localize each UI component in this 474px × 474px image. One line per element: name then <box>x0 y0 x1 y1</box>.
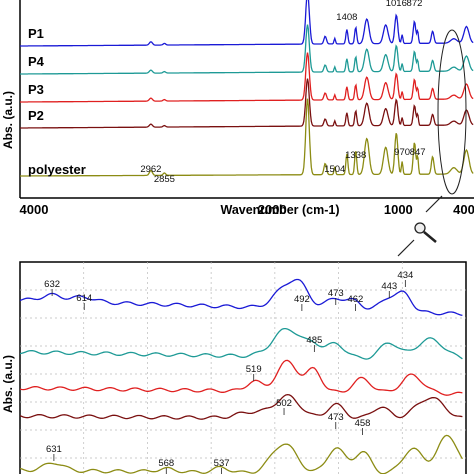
top-series-P2 <box>20 78 474 129</box>
magnifier-handle-icon <box>423 231 437 243</box>
bottom-peak-label: 492 <box>294 294 310 305</box>
bottom-series-P3 <box>19 359 463 396</box>
bottom-peak-label: 473 <box>328 412 344 423</box>
top-x-tick-label: 4000 <box>20 202 49 217</box>
bottom-peak-label: 458 <box>355 418 371 429</box>
top-x-tick-label: 1000 <box>384 202 413 217</box>
top-y-axis-label: Abs. (a.u.) <box>1 91 15 149</box>
bottom-peak-label: 568 <box>158 458 174 469</box>
bottom-peak-label: 473 <box>328 288 344 299</box>
top-peak-label: 1504 <box>324 164 345 175</box>
top-series-label-polyester: polyester <box>28 162 86 177</box>
top-series-polyester <box>20 98 474 177</box>
top-peak-label: 1408 <box>336 12 357 23</box>
bottom-peak-label: 502 <box>276 398 292 409</box>
top-peak-label: 970 <box>394 147 410 158</box>
top-peak-label: 847 <box>410 147 426 158</box>
bottom-peak-label: 631 <box>46 444 62 455</box>
bottom-series-polyester <box>19 434 463 474</box>
bottom-frame <box>19 261 467 474</box>
bottom-peak-label: 519 <box>246 364 262 375</box>
bottom-peak-label: 614 <box>76 293 92 304</box>
highlight-ellipse <box>437 29 467 195</box>
bottom-peak-label: 537 <box>214 458 230 469</box>
top-series-P4 <box>20 24 474 75</box>
bottom-peak-label: 485 <box>306 335 322 346</box>
top-series-P1 <box>20 0 474 47</box>
bottom-series-P1 <box>19 278 463 317</box>
zoom-arrow-line <box>425 195 443 213</box>
top-peak-label: 1016 <box>386 0 407 9</box>
top-peak-label: 872 <box>407 0 423 9</box>
top-peak-label: 2962 <box>140 164 161 175</box>
top-series-label-P2: P2 <box>28 108 44 123</box>
bottom-series-P2 <box>19 393 463 420</box>
top-peak-label: 1338 <box>345 150 366 161</box>
zoom-arrow-line-2 <box>397 239 415 257</box>
top-series-label-P1: P1 <box>28 26 44 41</box>
top-peak-label: 2855 <box>154 174 175 185</box>
bottom-series-P4 <box>19 327 463 360</box>
bottom-peak-label: 434 <box>397 270 413 281</box>
bottom-y-axis-label: Abs. (a.u.) <box>1 355 15 413</box>
bottom-peak-label: 443 <box>381 281 397 292</box>
top-series-label-P4: P4 <box>28 54 45 69</box>
top-x-tick-label: 400 <box>453 202 474 217</box>
bottom-peak-label: 632 <box>44 279 60 290</box>
magnifier-icon <box>414 222 426 234</box>
bottom-peak-label: 462 <box>347 294 363 305</box>
top-x-tick-label: 2000 <box>258 202 287 217</box>
top-series-label-P3: P3 <box>28 82 44 97</box>
top-series-P3 <box>20 52 474 103</box>
top-x-axis-label: Wavenumber (cm-1) <box>220 203 339 217</box>
